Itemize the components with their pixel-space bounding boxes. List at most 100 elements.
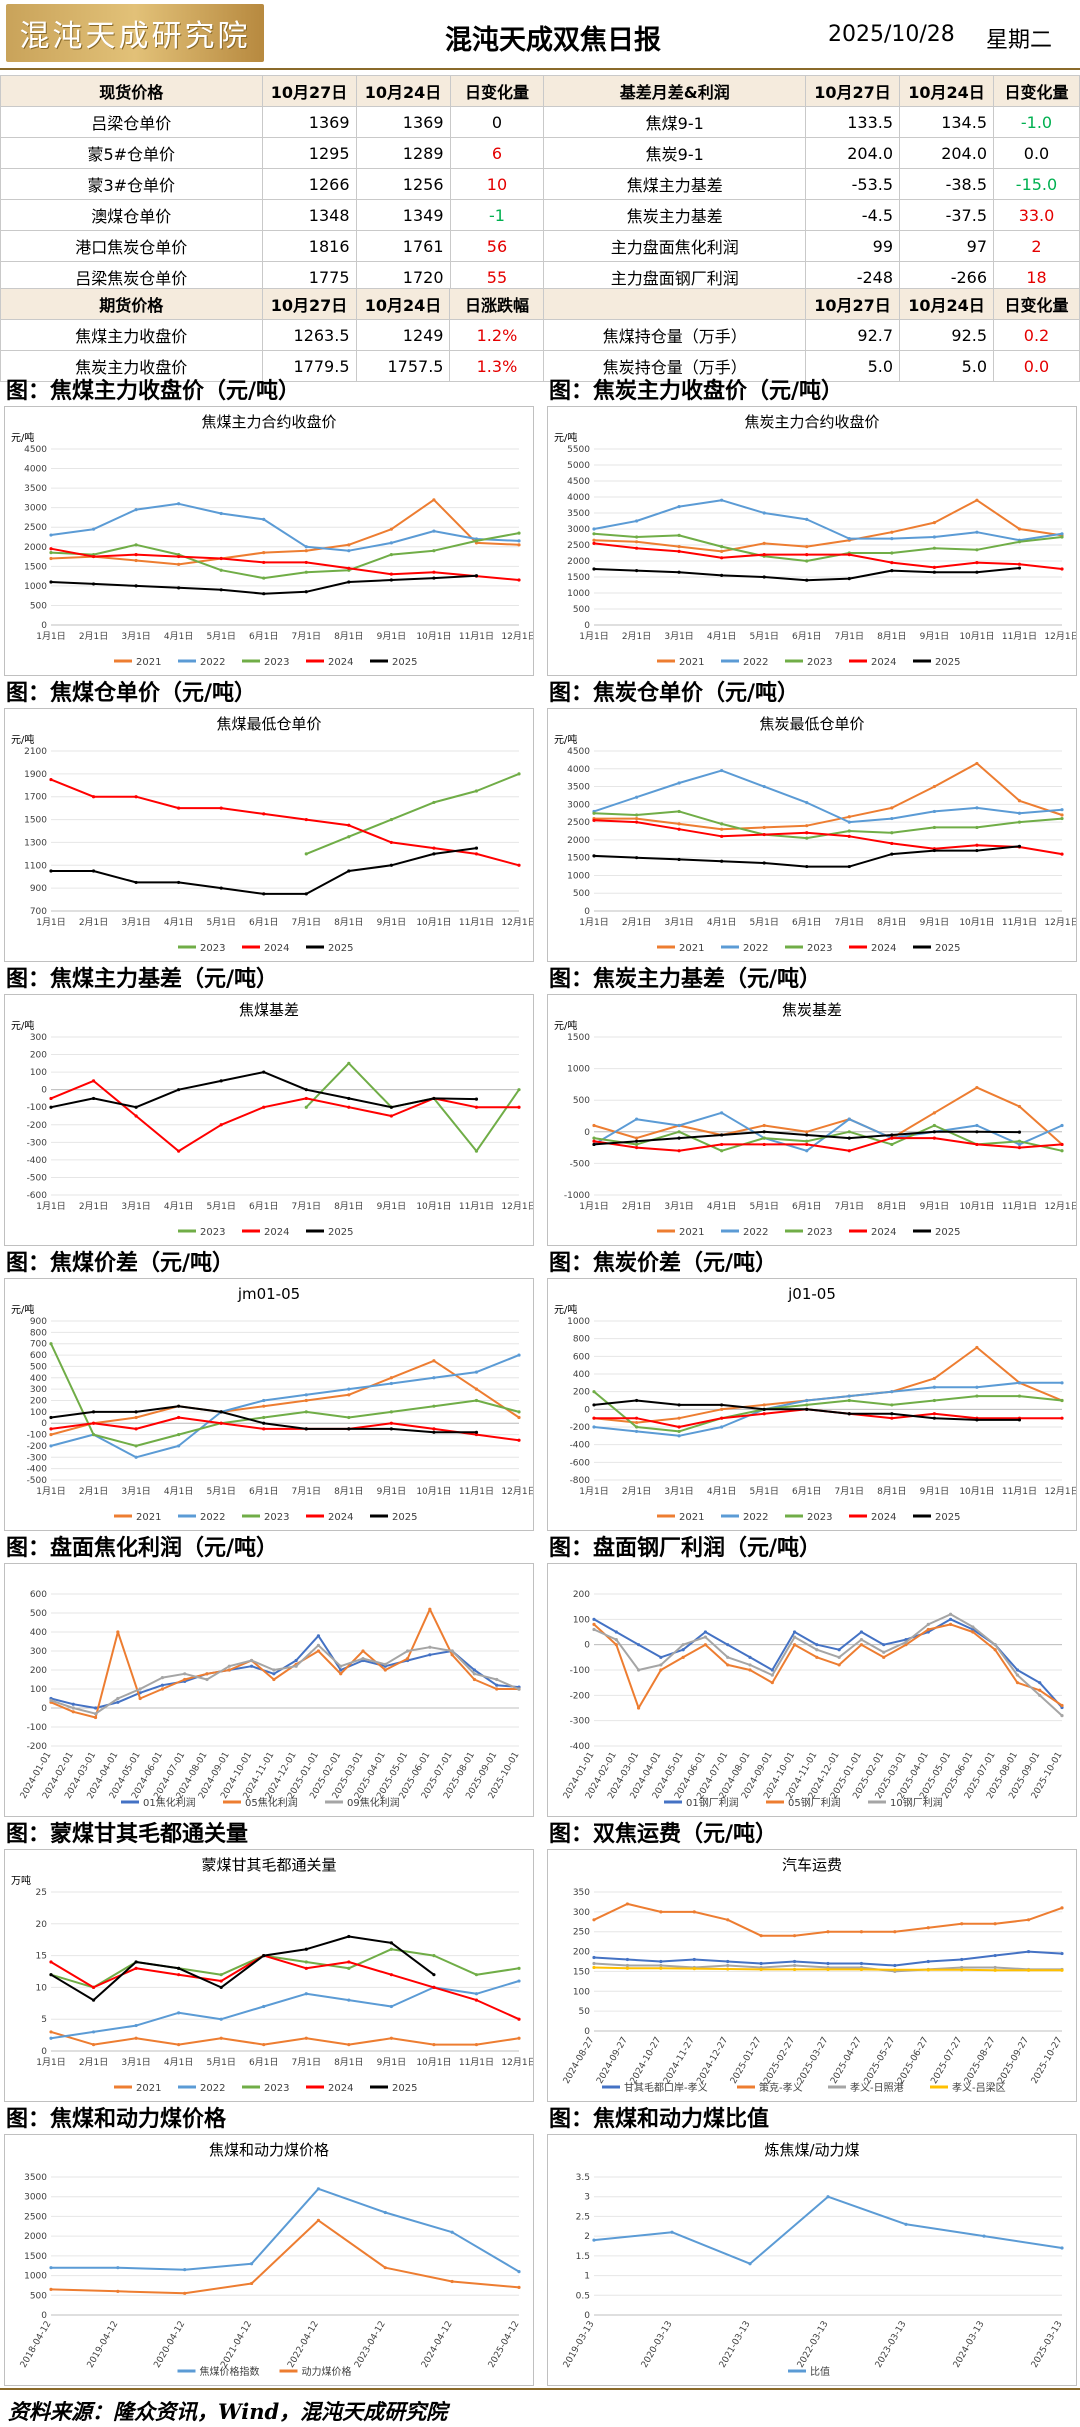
x-tick-label: 2024-03-13 — [952, 2320, 987, 2370]
axis-unit-label: 元/吨 — [11, 431, 34, 444]
table-cell: -1.0 — [993, 106, 1080, 138]
x-tick-label: 2024-09-27 — [595, 2036, 630, 2086]
data-point — [134, 1455, 138, 1459]
data-point — [347, 2043, 351, 2047]
y-tick-label: 5 — [41, 2015, 47, 2025]
x-tick-label: 2025-03-27 — [796, 2036, 831, 2086]
series-line — [593, 769, 1063, 824]
data-point — [634, 813, 639, 817]
data-point — [634, 1429, 639, 1434]
data-point — [262, 551, 266, 555]
y-tick-label: 0 — [41, 621, 47, 631]
x-tick-label: 2025-04-12 — [487, 2320, 522, 2370]
data-point — [205, 1677, 209, 1682]
x-tick-label: 8月1日 — [334, 917, 363, 928]
x-tick-label: 2025-06-27 — [896, 2036, 931, 2086]
legend-entry: 动力煤价格 — [302, 2365, 352, 2378]
data-point — [474, 539, 479, 543]
data-point — [859, 1638, 864, 1642]
x-tick-label: 2022-03-13 — [796, 2320, 831, 2370]
chart-svg: -200-10001002003004005006002024-01-01202… — [19, 1590, 522, 1809]
data-point — [91, 1096, 96, 1101]
table-cell: 97 — [899, 230, 994, 262]
data-point — [517, 531, 521, 535]
y-tick-label: 2000 — [24, 543, 47, 553]
data-point — [262, 1070, 266, 1074]
data-point — [634, 1139, 639, 1143]
x-tick-label: 1月1日 — [36, 631, 65, 642]
axis-unit-label: 元/吨 — [11, 1303, 34, 1316]
y-tick-label: 0.5 — [576, 2291, 590, 2301]
data-point — [960, 1957, 964, 1962]
data-point — [1015, 1681, 1020, 1685]
y-tick-label: 4000 — [567, 765, 590, 775]
data-point — [450, 2230, 454, 2234]
data-point — [993, 1648, 997, 1652]
data-point — [304, 1947, 308, 1951]
data-point — [677, 1149, 681, 1153]
y-tick-label: 2500 — [24, 523, 47, 533]
data-point — [805, 553, 809, 557]
x-tick-label: 9月1日 — [377, 1486, 406, 1497]
chart-svg: 汽车运费0501001502002503003502024-08-272024-… — [562, 1856, 1065, 2094]
data-point — [762, 1403, 766, 1407]
table-cell: 56 — [449, 230, 545, 262]
data-point — [677, 781, 681, 785]
data-point — [826, 1961, 830, 1966]
series-line — [593, 2195, 1063, 2265]
table-cell: 1369 — [261, 106, 357, 138]
y-tick-label: 2000 — [24, 2232, 47, 2242]
data-point — [304, 852, 308, 856]
data-point — [262, 592, 266, 596]
series-line — [50, 1935, 435, 2002]
data-point — [474, 852, 479, 856]
legend-entry: 2023 — [200, 1227, 225, 1238]
data-point — [759, 1967, 763, 1972]
table-cell: -53.5 — [805, 168, 901, 200]
data-point — [634, 1142, 639, 1147]
table-cell: 焦炭主力基差 — [543, 199, 807, 231]
data-point — [262, 2043, 266, 2047]
table-cell: 1263.5 — [261, 319, 357, 351]
y-tick-label: 3500 — [24, 484, 47, 494]
data-point — [890, 1136, 894, 1140]
y-tick-label: 5000 — [567, 461, 590, 471]
data-point — [592, 1123, 596, 1128]
data-point — [932, 784, 936, 789]
y-tick-label: 1000 — [567, 1065, 590, 1075]
data-point — [134, 558, 138, 563]
data-point — [847, 815, 851, 819]
data-point — [677, 1123, 681, 1128]
data-point — [592, 1918, 596, 1922]
y-tick-label: 100 — [573, 1615, 590, 1625]
y-tick-label: 250 — [573, 1928, 590, 1938]
x-tick-label: 4月1日 — [707, 631, 736, 642]
x-tick-label: 10月1日 — [959, 917, 994, 928]
chart-svg: 炼焦煤/动力煤 0 0.5 1 1.5 2 2.5 3 3.5 2019-03-13 2020-03… — [562, 2141, 1065, 2378]
chart-panel: 图：双焦运费（元/吨） 汽车运费 0 50 100 150 200 250 300 350 2024… — [543, 1819, 1080, 2104]
data-point — [116, 1700, 120, 1704]
data-point — [592, 541, 596, 545]
chart-box: 焦炭最低仓单价 元/吨 0 500 1000 1500 2000 2500 3000 3500 40… — [547, 708, 1077, 962]
legend-entry: 2024 — [871, 657, 896, 668]
legend-entry: 2024 — [328, 1512, 353, 1523]
table-cell: 33.0 — [993, 199, 1080, 231]
data-point — [932, 1416, 936, 1420]
data-point — [474, 846, 479, 850]
legend-entry: 2024 — [264, 943, 289, 954]
data-point — [428, 1653, 432, 1657]
legend-entry: 2023 — [807, 657, 832, 668]
x-tick-label: 5月1日 — [206, 1201, 235, 1212]
x-tick-label: 6月1日 — [249, 631, 278, 642]
table-cell: 6 — [449, 137, 545, 169]
legend-entry: 2025 — [935, 943, 960, 954]
table-cell: 焦煤主力基差 — [543, 168, 807, 200]
data-point — [592, 1390, 596, 1394]
table-cell: 99 — [805, 230, 901, 262]
data-point — [975, 1130, 979, 1134]
series-line — [50, 1079, 519, 1153]
data-point — [495, 1677, 499, 1682]
x-tick-label: 11月1日 — [1002, 1201, 1037, 1212]
table-cell: 1295 — [261, 137, 357, 169]
data-point — [219, 1979, 223, 1983]
